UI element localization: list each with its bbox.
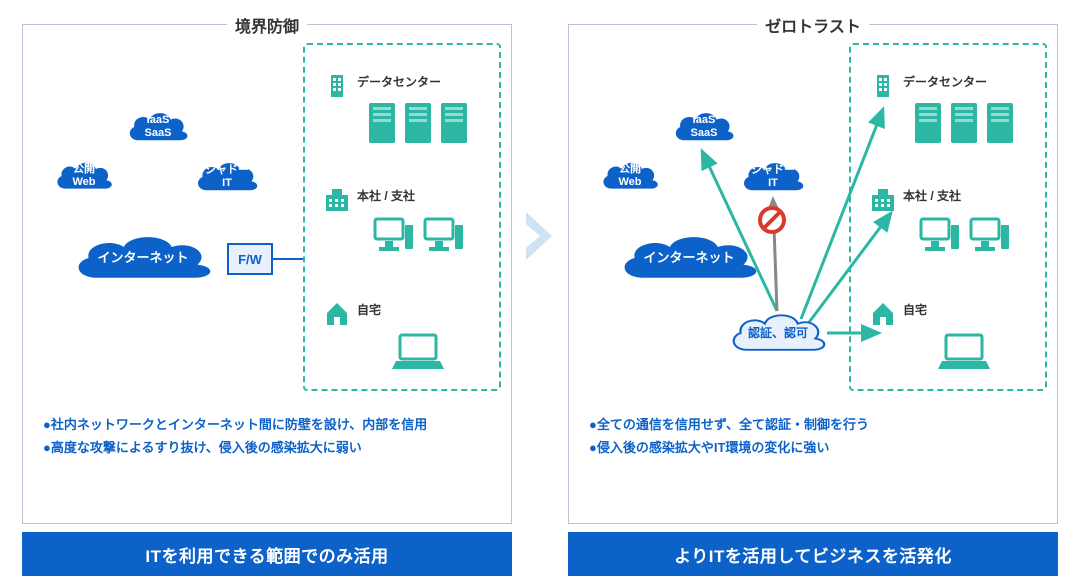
- bullet-item: ●全ての通信を信用せず、全て認証・制御を行う: [589, 413, 869, 436]
- panel-title-left: 境界防御: [227, 13, 307, 37]
- section-label: 本社 / 支社: [357, 187, 415, 204]
- zone-section: 本社 / 支社: [315, 183, 489, 283]
- cloud-public-web: 公開Web: [597, 155, 663, 197]
- cloud-public-web: 公開Web: [51, 155, 117, 197]
- bottom-bar-right: よりITを活用してビジネスを活発化: [568, 532, 1058, 576]
- section-label: 本社 / 支社: [903, 187, 961, 204]
- pcs-icon-group: [343, 215, 493, 255]
- cloud-internet: インターネット: [609, 225, 769, 291]
- prohibit-icon: [757, 205, 787, 235]
- trusted-zone-right: データセンター本社 / 支社自宅: [849, 43, 1047, 391]
- cloud-shadow-it: シャドーIT: [191, 155, 263, 199]
- bullet-item: ●侵入後の感染拡大やIT環境の変化に強い: [589, 436, 869, 459]
- trusted-zone-left: データセンター本社 / 支社自宅: [303, 43, 501, 391]
- cloud-internet: インターネット: [63, 225, 223, 291]
- pcs-icon-group: [889, 215, 1039, 255]
- panel-perimeter: 境界防御 データセンター本社 / 支社自宅 ●社内ネットワークとインターネット間…: [22, 24, 512, 524]
- transition-arrow-icon: [524, 210, 556, 262]
- laptop-icon-group: [343, 329, 493, 373]
- cloud-shadow-it: シャドーIT: [737, 155, 809, 199]
- panel-zerotrust: ゼロトラスト データセンター本社 / 支社自宅 ●全ての通信を信用せず、全て認証…: [568, 24, 1058, 524]
- building-wide-icon: [323, 185, 351, 213]
- firewall-box: F/W: [227, 243, 273, 275]
- building-tall-icon: [869, 71, 897, 99]
- section-label: 自宅: [903, 301, 927, 318]
- bullets-right: ●全ての通信を信用せず、全て認証・制御を行う●侵入後の感染拡大やIT環境の変化に…: [589, 413, 869, 460]
- house-icon: [323, 299, 351, 327]
- bullets-left: ●社内ネットワークとインターネット間に防壁を設け、内部を信用●高度な攻撃によるす…: [43, 413, 427, 460]
- bottom-bar-left: ITを利用できる範囲でのみ活用: [22, 532, 512, 576]
- laptop-icon-group: [889, 329, 1039, 373]
- bullet-item: ●社内ネットワークとインターネット間に防壁を設け、内部を信用: [43, 413, 427, 436]
- cloud-iaas-saas: IaaSSaaS: [123, 105, 193, 149]
- bullet-item: ●高度な攻撃によるすり抜け、侵入後の感染拡大に弱い: [43, 436, 427, 459]
- building-tall-icon: [323, 71, 351, 99]
- zone-section: 自宅: [315, 297, 489, 397]
- building-wide-icon: [869, 185, 897, 213]
- cloud-iaas-saas: IaaSSaaS: [669, 105, 739, 149]
- zone-section: データセンター: [315, 69, 489, 169]
- zone-section: 自宅: [861, 297, 1035, 397]
- section-label: データセンター: [903, 73, 987, 90]
- connector-line: [273, 258, 303, 260]
- zone-section: データセンター: [861, 69, 1035, 169]
- zone-section: 本社 / 支社: [861, 183, 1035, 283]
- cloud-auth: 認証、認可: [723, 305, 833, 361]
- house-icon: [869, 299, 897, 327]
- panel-title-right: ゼロトラスト: [757, 13, 869, 37]
- servers-icon-group: [889, 101, 1039, 145]
- servers-icon-group: [343, 101, 493, 145]
- section-label: 自宅: [357, 301, 381, 318]
- section-label: データセンター: [357, 73, 441, 90]
